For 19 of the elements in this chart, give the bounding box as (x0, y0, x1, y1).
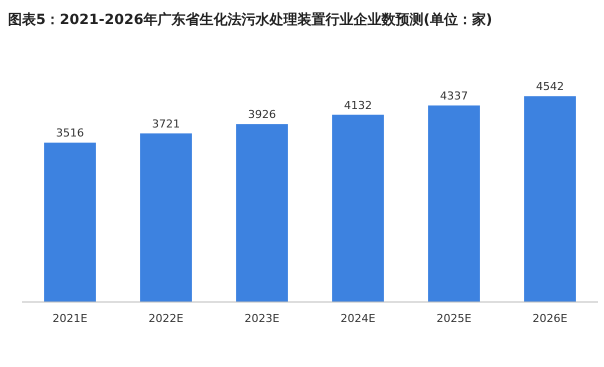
bar (236, 124, 288, 302)
chart-title: 图表5：2021-2026年广东省生化法污水处理装置行业企业数预测(单位：家) (8, 11, 492, 28)
x-tick-label: 2021E (52, 312, 88, 325)
x-tick-label: 2022E (148, 312, 184, 325)
bar (140, 133, 192, 302)
data-label: 3721 (152, 117, 180, 130)
x-tick-label: 2024E (340, 312, 376, 325)
data-label: 4132 (344, 98, 372, 112)
data-label: 4542 (536, 80, 564, 94)
bar (44, 142, 96, 302)
data-label: 3926 (248, 108, 276, 122)
x-tick-label: 2023E (244, 312, 280, 325)
x-tick-label: 2026E (532, 312, 568, 325)
bar (524, 96, 576, 302)
x-tick-label: 2025E (436, 312, 472, 325)
data-label: 4337 (440, 89, 468, 102)
data-label: 3516 (56, 126, 84, 140)
bar (332, 114, 384, 302)
bar (428, 105, 480, 302)
